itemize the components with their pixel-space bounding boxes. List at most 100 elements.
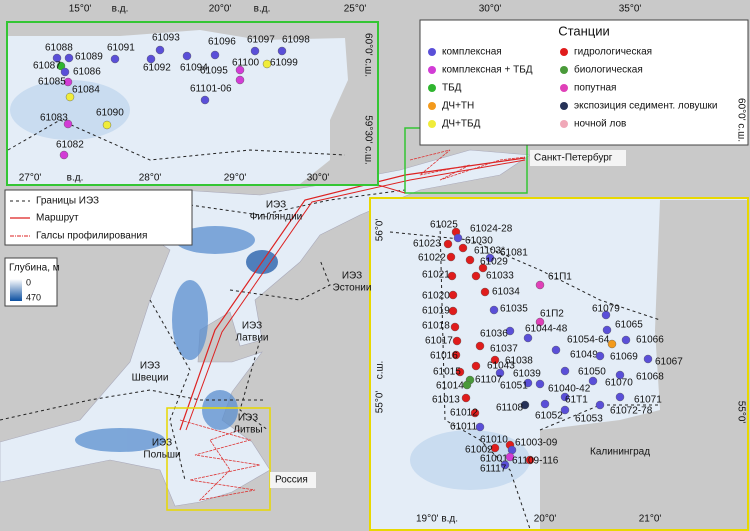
- station-label: 61П1: [548, 272, 572, 283]
- legend-label: ДЧ+ТБД: [442, 119, 481, 130]
- station-label: 61100: [232, 58, 260, 69]
- eez-border: [539, 404, 660, 431]
- station-label: 61088: [45, 43, 73, 54]
- axis-label: 20°0': [209, 4, 232, 15]
- station-label: 61101-06: [190, 84, 232, 95]
- profiling-tracks: [179, 419, 261, 501]
- station-label: 61051: [500, 381, 528, 392]
- station-marker: [450, 322, 460, 332]
- legend-label: Галсы профилирования: [36, 230, 147, 242]
- region-label: ИЭЗ: [266, 200, 286, 211]
- station-marker: [277, 46, 287, 56]
- station-label: 61024-28: [470, 224, 513, 235]
- station-marker: [475, 422, 485, 432]
- station-marker: [452, 336, 462, 346]
- station-marker: [523, 333, 533, 343]
- station-label: 61109-116: [512, 456, 559, 467]
- station-marker: [523, 378, 533, 388]
- coast: [540, 200, 747, 529]
- station-label: 61015: [433, 367, 461, 378]
- station-marker: [110, 54, 120, 64]
- station-marker: [505, 452, 515, 462]
- legend-label: комплексная + ТБД: [442, 65, 533, 76]
- station-label: 61019: [422, 306, 450, 317]
- station-label: 61070: [605, 378, 633, 389]
- deep-water: [10, 80, 130, 140]
- legend-label: комплексная: [442, 47, 502, 58]
- station-marker: [455, 367, 465, 377]
- station-label: 61035: [500, 304, 528, 315]
- station-marker: [615, 370, 625, 380]
- axis-label: 19°0' в.д.: [416, 514, 458, 525]
- station-marker: [447, 271, 457, 281]
- station-label: 61095: [200, 66, 228, 77]
- station-marker: [235, 65, 245, 75]
- station-marker: [443, 239, 453, 249]
- station-legend: Станции комплексная комплексная + ТБД ТБД Д…: [419, 19, 749, 146]
- axis-label: 20°0': [534, 514, 557, 525]
- station-label: 61068: [636, 372, 664, 383]
- station-label: 61092: [143, 63, 171, 74]
- axis-label: 30°0': [307, 173, 330, 184]
- legend-title: Станции: [558, 23, 610, 38]
- station-marker: [535, 317, 545, 327]
- region-label: Литвы: [233, 425, 262, 436]
- station-marker: [461, 393, 471, 403]
- legend-swatch: [428, 66, 436, 74]
- station-marker: [470, 408, 480, 418]
- legend-swatch: [428, 120, 436, 128]
- station-label: 61023: [413, 239, 441, 250]
- station-label: 61099: [270, 58, 298, 69]
- region-label: Латвии: [236, 333, 269, 344]
- legend-label: гидрологическая: [574, 47, 652, 58]
- station-marker: [471, 271, 481, 281]
- station-label: 61029: [480, 257, 508, 268]
- station-marker: [262, 59, 272, 69]
- station-label: 61053: [575, 414, 603, 425]
- station-label: 61020: [422, 291, 450, 302]
- axis-label: 21°0': [639, 514, 662, 525]
- station-marker: [155, 45, 165, 55]
- station-marker: [621, 335, 631, 345]
- station-label: 61117: [480, 464, 507, 475]
- station-label: 61018: [422, 321, 450, 332]
- eez-border: [7, 119, 346, 161]
- station-marker: [480, 287, 490, 297]
- station-marker: [210, 50, 220, 60]
- place-label: Калининград: [590, 447, 650, 458]
- legend-swatch: [560, 48, 568, 56]
- region-label: ИЭЗ: [238, 413, 258, 424]
- station-label: 61067: [655, 357, 683, 368]
- axis-label: 59°30' с.ш.: [362, 115, 373, 165]
- station-label: 61037: [490, 344, 518, 355]
- station-label: 61096: [208, 37, 236, 48]
- region-label: Эстонии: [333, 283, 372, 294]
- axis-label: 29°0': [224, 173, 247, 184]
- station-label: 61049: [570, 350, 598, 361]
- depth-legend: Глубина, м 0 470: [4, 257, 60, 307]
- station-marker: [56, 61, 66, 71]
- station-label: 61087: [33, 61, 61, 72]
- station-marker: [535, 280, 545, 290]
- legend-label: Маршрут: [36, 213, 79, 224]
- region-label: Швеции: [132, 373, 169, 384]
- station-marker: [478, 263, 488, 273]
- station-label: 61043: [487, 361, 515, 372]
- route: [179, 157, 526, 431]
- station-marker: [540, 399, 550, 409]
- station-label: 61090: [96, 108, 124, 119]
- legend-swatch: [560, 120, 568, 128]
- station-label: 61Т1: [565, 395, 588, 406]
- legend-title: Глубина, м: [9, 262, 60, 274]
- station-marker: [235, 75, 245, 85]
- station-marker: [525, 455, 535, 465]
- station-label: 61085: [38, 77, 66, 88]
- station-marker: [595, 351, 605, 361]
- station-label: 61039: [513, 369, 541, 380]
- station-marker: [102, 120, 112, 130]
- depth-ramp: [10, 279, 22, 301]
- station-marker: [458, 243, 468, 253]
- station-label: 61108: [496, 403, 524, 414]
